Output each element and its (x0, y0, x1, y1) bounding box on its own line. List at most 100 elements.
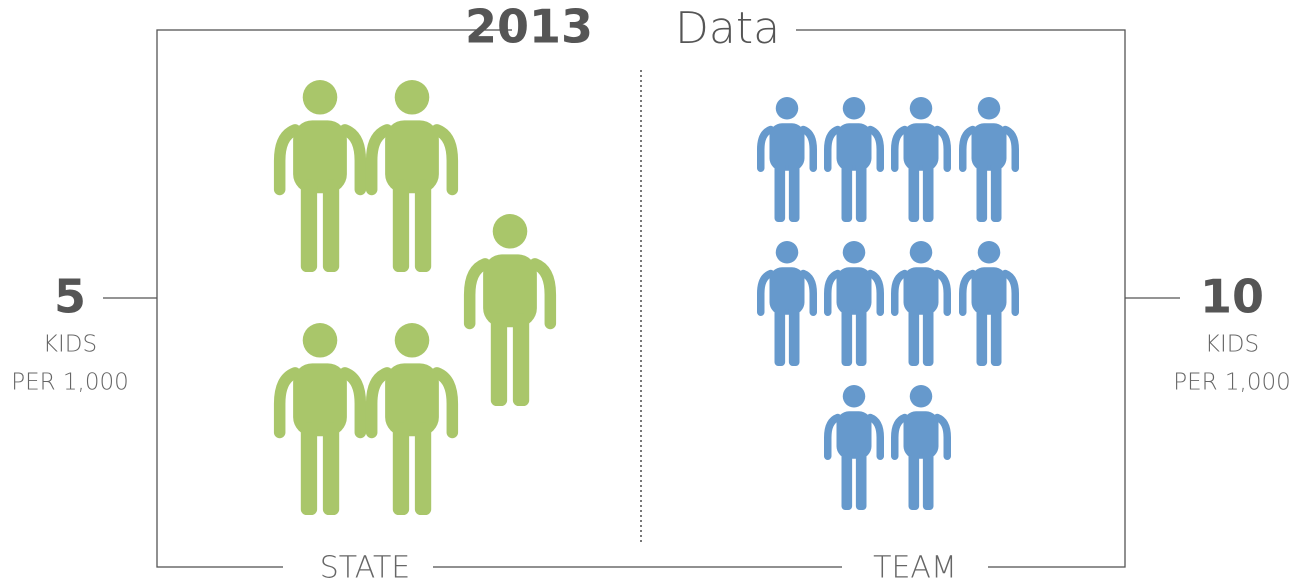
arm (757, 125, 775, 172)
head (302, 80, 338, 115)
torso (903, 411, 939, 459)
arm (866, 269, 884, 316)
torso (903, 123, 939, 171)
arm (431, 367, 459, 439)
title: Data (675, 3, 780, 54)
arm (273, 367, 301, 439)
leg (990, 162, 1002, 222)
leg (322, 422, 340, 515)
arm (891, 413, 909, 460)
head (394, 80, 430, 115)
person-icon (959, 97, 1019, 222)
head (775, 241, 799, 264)
person-icon (824, 241, 884, 366)
arm (365, 367, 393, 439)
leg (908, 450, 920, 510)
torso (769, 267, 805, 315)
leg (300, 422, 318, 515)
arm (824, 413, 842, 460)
leg (855, 450, 867, 510)
person-icon (273, 323, 367, 515)
leg (392, 179, 410, 272)
label-gap (842, 550, 988, 584)
label-gap (283, 550, 433, 584)
arm (959, 269, 977, 316)
pictogram-group (273, 80, 557, 515)
arm (365, 124, 393, 196)
arm (891, 269, 909, 316)
arm (959, 125, 977, 172)
leg (300, 179, 318, 272)
arm (933, 125, 951, 172)
value-label: 5 (54, 270, 86, 324)
unit-label: PER 1,000 (11, 370, 129, 396)
category-label: TEAM (873, 551, 957, 586)
arm (799, 269, 817, 316)
leg (922, 306, 934, 366)
value-label: 10 (1200, 270, 1264, 324)
person-icon (891, 97, 951, 222)
leg (922, 450, 934, 510)
category-label: STATE (320, 551, 411, 586)
person-icon (824, 385, 884, 510)
head (842, 385, 866, 408)
leg (855, 306, 867, 366)
torso (385, 120, 439, 194)
head (492, 214, 528, 249)
head (909, 385, 933, 408)
head (302, 323, 338, 358)
leg (512, 313, 530, 406)
torso (385, 363, 439, 437)
arm (866, 125, 884, 172)
person-icon (959, 241, 1019, 366)
head (775, 97, 799, 120)
leg (322, 179, 340, 272)
person-icon (365, 323, 459, 515)
leg (414, 179, 432, 272)
leg (908, 306, 920, 366)
head (842, 241, 866, 264)
person-icon (757, 241, 817, 366)
leg (774, 306, 786, 366)
leg (841, 306, 853, 366)
torso (971, 123, 1007, 171)
head (909, 97, 933, 120)
torso (293, 363, 347, 437)
leg (922, 162, 934, 222)
leg (490, 313, 508, 406)
head (909, 241, 933, 264)
arm (463, 258, 491, 330)
torso (769, 123, 805, 171)
arm (824, 125, 842, 172)
head (977, 241, 1001, 264)
arm (1001, 269, 1019, 316)
arm (933, 413, 951, 460)
person-icon (824, 97, 884, 222)
person-icon (365, 80, 459, 272)
torso (293, 120, 347, 194)
person-icon (273, 80, 367, 272)
person-icon (757, 97, 817, 222)
head (394, 323, 430, 358)
arm (757, 269, 775, 316)
torso (836, 267, 872, 315)
unit-label: KIDS (1205, 332, 1259, 358)
leg (788, 306, 800, 366)
torso (836, 123, 872, 171)
head (977, 97, 1001, 120)
arm (431, 124, 459, 196)
arm (339, 124, 367, 196)
leg (392, 422, 410, 515)
torso (971, 267, 1007, 315)
leg (908, 162, 920, 222)
person-icon (891, 385, 951, 510)
arm (933, 269, 951, 316)
arm (891, 125, 909, 172)
arm (339, 367, 367, 439)
person-icon (891, 241, 951, 366)
arm (866, 413, 884, 460)
leg (774, 162, 786, 222)
person-icon (463, 214, 557, 406)
head (842, 97, 866, 120)
